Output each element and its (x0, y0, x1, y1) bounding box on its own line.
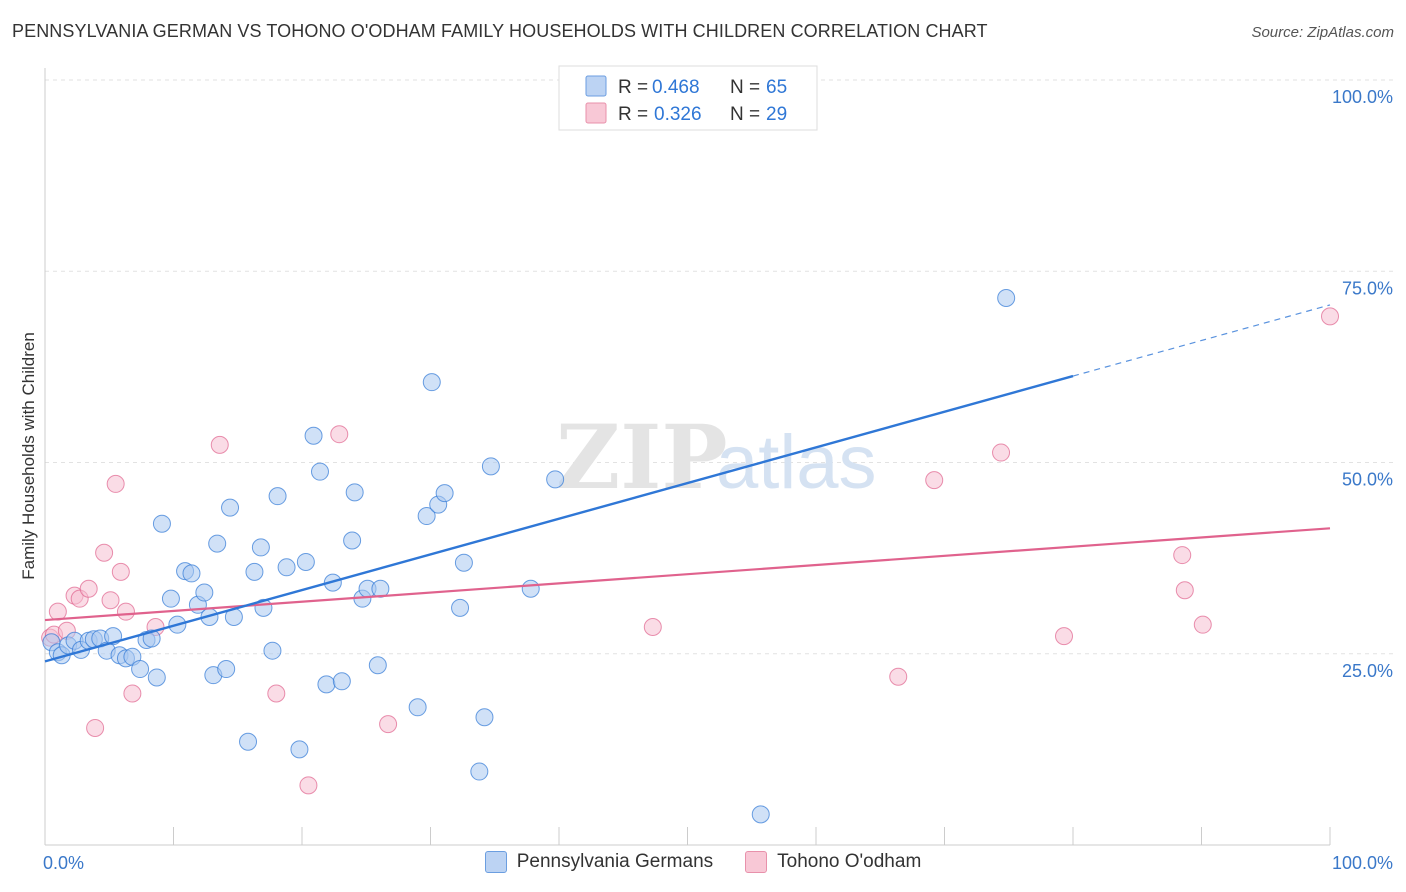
pennsylvania-point (417, 507, 436, 526)
pennsylvania-point (343, 531, 362, 550)
tick-labels: 25.0% 50.0% 75.0% 100.0% 0.0% 100.0% (43, 87, 1393, 873)
legend-label-tohono: Tohono O'odham (777, 851, 922, 872)
pennsylvania-point (997, 289, 1016, 308)
pennsylvania-point (422, 373, 441, 392)
pennsylvania-point (221, 498, 240, 517)
legend-item-tohono: Tohono O'odham (745, 851, 921, 873)
tohono-point (116, 602, 135, 621)
legend-r-value-2: 0.326 (654, 104, 702, 125)
pennsylvania-point (263, 641, 282, 660)
tohono-point (330, 425, 349, 444)
tohono-point (925, 471, 944, 490)
pennsylvania-points (42, 71, 1016, 824)
tohono-points (41, 307, 1339, 795)
pennsylvania-point (152, 514, 171, 533)
pennsylvania-point (277, 558, 296, 577)
tohono-point (95, 543, 114, 562)
pennsylvania-trend-line (44, 374, 1074, 663)
legend-item-pennsylvania: Pennsylvania Germans (484, 851, 714, 873)
legend-r-label-2: R = (618, 104, 648, 125)
pennsylvania-point (239, 732, 258, 751)
pennsylvania-point (332, 672, 351, 691)
legend-r-label-1: R = (618, 77, 648, 98)
tohono-point (86, 718, 105, 737)
watermark-atlas: atlas (716, 420, 877, 505)
axes (44, 68, 1331, 846)
tohono-point (210, 435, 229, 454)
pennsylvania-point (268, 487, 287, 506)
tohono-point (1175, 581, 1194, 600)
series-legend: Pennsylvania Germans Tohono O'odham (0, 851, 1406, 873)
pennsylvania-point (195, 583, 214, 602)
watermark: ZIP atlas (556, 405, 877, 509)
pennsylvania-point (147, 668, 166, 687)
legend-n-value-1: 65 (766, 77, 787, 98)
y-tick-label: 75.0% (1342, 278, 1393, 298)
tohono-point (1055, 627, 1074, 646)
source-label: Source: ZipAtlas.com (1251, 24, 1394, 41)
tohono-point (889, 667, 908, 686)
pennsylvania-point (296, 552, 315, 571)
tohono-point (1173, 546, 1192, 565)
y-axis-label: Family Households with Children (19, 332, 38, 580)
pennsylvania-point (131, 660, 150, 679)
pennsylvania-point (481, 457, 500, 476)
tohono-point (379, 715, 398, 734)
pennsylvania-point (470, 762, 489, 781)
tohono-point (267, 684, 286, 703)
tohono-point (48, 602, 67, 621)
pennsylvania-point (475, 708, 494, 727)
legend-n-label-1: N = (730, 77, 760, 98)
tohono-point (299, 776, 318, 795)
watermark-zip: ZIP (556, 405, 728, 509)
pennsylvania-point (317, 675, 336, 694)
tohono-point (992, 443, 1011, 462)
stats-legend: R = 0.468 N = 65 R = 0.326 N = 29 (558, 65, 818, 131)
pennsylvania-point (161, 589, 180, 608)
pennsylvania-point (368, 656, 387, 675)
pennsylvania-point (435, 484, 454, 503)
x-tick-label-min: 0.0% (43, 853, 84, 873)
pennsylvania-point (304, 426, 323, 445)
pennsylvania-point (251, 538, 270, 557)
trend-lines (44, 304, 1331, 663)
legend-swatch-pink (585, 102, 607, 124)
tohono-point (101, 591, 120, 610)
legend-swatch-tohono (745, 851, 768, 873)
pennsylvania-point (310, 462, 329, 481)
chart-title: PENNSYLVANIA GERMAN VS TOHONO O'ODHAM FA… (12, 21, 988, 41)
tohono-point (643, 617, 662, 636)
pennsylvania-point (245, 562, 264, 581)
legend-swatch-pennsylvania (484, 851, 507, 873)
tohono-point (1321, 307, 1339, 326)
y-tick-label: 25.0% (1342, 661, 1393, 681)
tohono-point (1193, 615, 1212, 634)
pennsylvania-point (521, 579, 540, 598)
pennsylvania-trend-extension (1072, 304, 1331, 377)
pennsylvania-point (546, 470, 565, 489)
legend-label-pennsylvania: Pennsylvania Germans (516, 851, 714, 872)
tohono-point (106, 474, 125, 493)
pennsylvania-point (451, 598, 470, 617)
pennsylvania-point (454, 553, 473, 572)
tohono-point (111, 562, 130, 581)
tohono-trend-line (44, 527, 1331, 622)
y-tick-label: 50.0% (1342, 470, 1393, 490)
pennsylvania-point (290, 740, 309, 759)
y-tick-label: 100.0% (1332, 87, 1393, 107)
x-tick-label-max: 100.0% (1332, 853, 1393, 873)
pennsylvania-point (345, 483, 364, 502)
pennsylvania-point (208, 534, 227, 553)
legend-n-value-2: 29 (766, 104, 787, 125)
pennsylvania-point (217, 660, 236, 679)
legend-r-value-1: 0.468 (652, 77, 700, 98)
legend-swatch-blue (585, 75, 607, 97)
pennsylvania-point (408, 698, 427, 717)
tohono-point (123, 684, 142, 703)
pennsylvania-point (182, 564, 201, 583)
tohono-point (79, 579, 98, 598)
legend-n-label-2: N = (730, 104, 760, 125)
pennsylvania-point (751, 805, 770, 824)
